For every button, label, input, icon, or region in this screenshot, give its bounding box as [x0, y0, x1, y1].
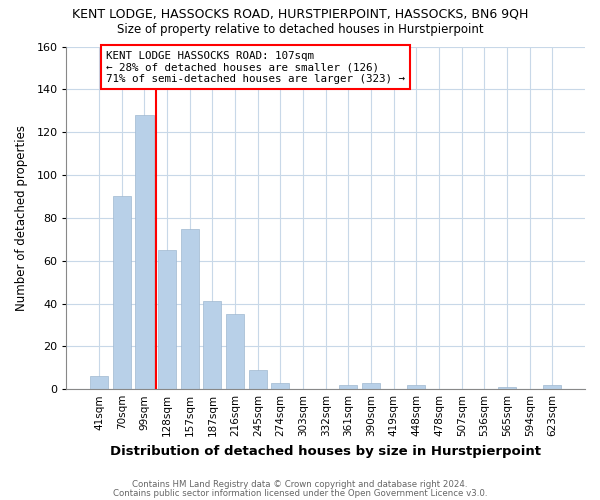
- Bar: [407, 385, 425, 389]
- X-axis label: Distribution of detached houses by size in Hurstpierpoint: Distribution of detached houses by size …: [110, 444, 541, 458]
- Text: KENT LODGE HASSOCKS ROAD: 107sqm
← 28% of detached houses are smaller (126)
71% : KENT LODGE HASSOCKS ROAD: 107sqm ← 28% o…: [106, 51, 405, 84]
- Bar: [226, 314, 244, 389]
- Y-axis label: Number of detached properties: Number of detached properties: [15, 125, 28, 311]
- Bar: [248, 370, 267, 389]
- Text: Contains public sector information licensed under the Open Government Licence v3: Contains public sector information licen…: [113, 490, 487, 498]
- Bar: [362, 383, 380, 389]
- Bar: [113, 196, 131, 389]
- Bar: [181, 228, 199, 389]
- Bar: [544, 385, 562, 389]
- Text: KENT LODGE, HASSOCKS ROAD, HURSTPIERPOINT, HASSOCKS, BN6 9QH: KENT LODGE, HASSOCKS ROAD, HURSTPIERPOIN…: [72, 8, 528, 20]
- Bar: [203, 302, 221, 389]
- Text: Contains HM Land Registry data © Crown copyright and database right 2024.: Contains HM Land Registry data © Crown c…: [132, 480, 468, 489]
- Bar: [340, 385, 358, 389]
- Bar: [271, 383, 289, 389]
- Bar: [136, 115, 154, 389]
- Bar: [498, 387, 516, 389]
- Bar: [90, 376, 108, 389]
- Bar: [158, 250, 176, 389]
- Text: Size of property relative to detached houses in Hurstpierpoint: Size of property relative to detached ho…: [116, 22, 484, 36]
